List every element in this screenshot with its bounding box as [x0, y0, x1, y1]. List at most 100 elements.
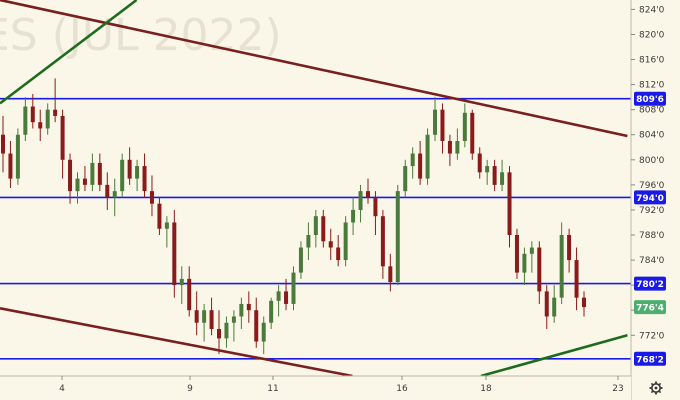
candle-body [328, 241, 333, 248]
candle-body [403, 166, 408, 192]
candle [23, 97, 28, 141]
candle [380, 209, 385, 279]
candle-body [470, 112, 475, 154]
candle [306, 222, 311, 261]
candle-body [537, 247, 542, 292]
candle-body [291, 272, 296, 304]
trendline-left-uptrend[interactable] [0, 0, 138, 105]
price-tick-label: 800'0 [639, 156, 665, 166]
candle [157, 197, 162, 235]
candle [522, 247, 527, 286]
candle [447, 134, 452, 167]
candle-body [351, 209, 356, 223]
candle-body [209, 310, 214, 329]
candle-body [1, 134, 5, 154]
candle [433, 97, 438, 141]
candle-body [582, 297, 586, 308]
candle-body [514, 235, 519, 273]
candle [514, 228, 519, 279]
candle-body [500, 172, 505, 185]
candle-body [447, 141, 452, 154]
candle-body [157, 203, 162, 229]
candle [105, 172, 110, 210]
candle-body [217, 329, 222, 339]
candle [418, 141, 423, 185]
candle-body [298, 247, 303, 273]
candle [462, 103, 467, 148]
trendline-right-uptrend[interactable] [480, 334, 628, 378]
candle-body [321, 216, 326, 242]
candle [60, 109, 65, 179]
candle [179, 266, 184, 304]
level-price-tag-label: 768'2 [636, 355, 664, 365]
candle-body [529, 247, 534, 254]
candle-body [552, 297, 557, 317]
candle-body [164, 222, 169, 229]
candle [351, 197, 356, 235]
candle-body [433, 109, 438, 135]
candle [388, 253, 393, 292]
candle-body [23, 106, 28, 135]
candle [45, 103, 50, 135]
candle-body [574, 260, 579, 298]
candle-body [485, 166, 490, 173]
time-tick-label: 16 [396, 384, 408, 394]
candle [90, 153, 95, 192]
candle [455, 128, 460, 160]
candle [194, 291, 199, 336]
candle-body [239, 303, 244, 317]
time-tick-label: 23 [612, 384, 623, 394]
candle-body [112, 191, 117, 198]
candle [75, 172, 80, 204]
price-tags: 809'6 794'0 780'2 768'2 776'4 [634, 91, 666, 366]
candle [313, 209, 318, 248]
candle-body [284, 291, 289, 304]
level-price-tag-label: 794'0 [636, 194, 664, 204]
candle-body [149, 191, 154, 204]
candle [142, 153, 147, 198]
candle [298, 241, 303, 279]
candle-body [68, 159, 73, 192]
candle [574, 247, 579, 311]
candle [30, 94, 35, 129]
candle-body [194, 310, 199, 323]
candle [202, 303, 207, 342]
level-price-tag[interactable]: 768'2 [634, 351, 666, 366]
candle-body [8, 153, 13, 179]
candle [567, 228, 572, 273]
candle [269, 297, 274, 329]
time-axis-panel[interactable] [0, 376, 631, 400]
last-price-tag[interactable]: 776'4 [634, 300, 666, 315]
time-tick-label: 9 [187, 384, 193, 394]
level-price-tag-bg [634, 190, 666, 205]
candle-body [380, 216, 385, 267]
trendline-lower-support[interactable] [0, 307, 353, 378]
candle [172, 209, 177, 298]
candle-body [507, 172, 512, 235]
price-tick-label: 816'0 [639, 56, 665, 66]
candle [485, 159, 490, 185]
candle-body [135, 166, 140, 179]
last-price-tag-bg [634, 300, 666, 315]
candle-body [276, 291, 281, 301]
candle [284, 278, 289, 311]
candle-body [127, 159, 132, 179]
candle-body [462, 112, 467, 141]
price-tick-label: 788'0 [639, 231, 665, 241]
candle [544, 285, 549, 329]
level-price-tag[interactable]: 780'2 [634, 276, 666, 291]
candle [127, 147, 132, 185]
candle [336, 235, 341, 267]
candle-body [559, 235, 564, 298]
candle-body [544, 291, 549, 317]
level-price-tag[interactable]: 809'6 [634, 91, 666, 106]
candle-body [477, 153, 482, 173]
chart-settings-icon[interactable] [649, 381, 663, 395]
watermark-text: ES (JUL 2022) [0, 10, 282, 61]
candle-body [343, 222, 348, 261]
candle-body [82, 178, 87, 185]
level-price-tag[interactable]: 794'0 [634, 190, 666, 205]
price-tick-label: 772'0 [639, 331, 665, 341]
